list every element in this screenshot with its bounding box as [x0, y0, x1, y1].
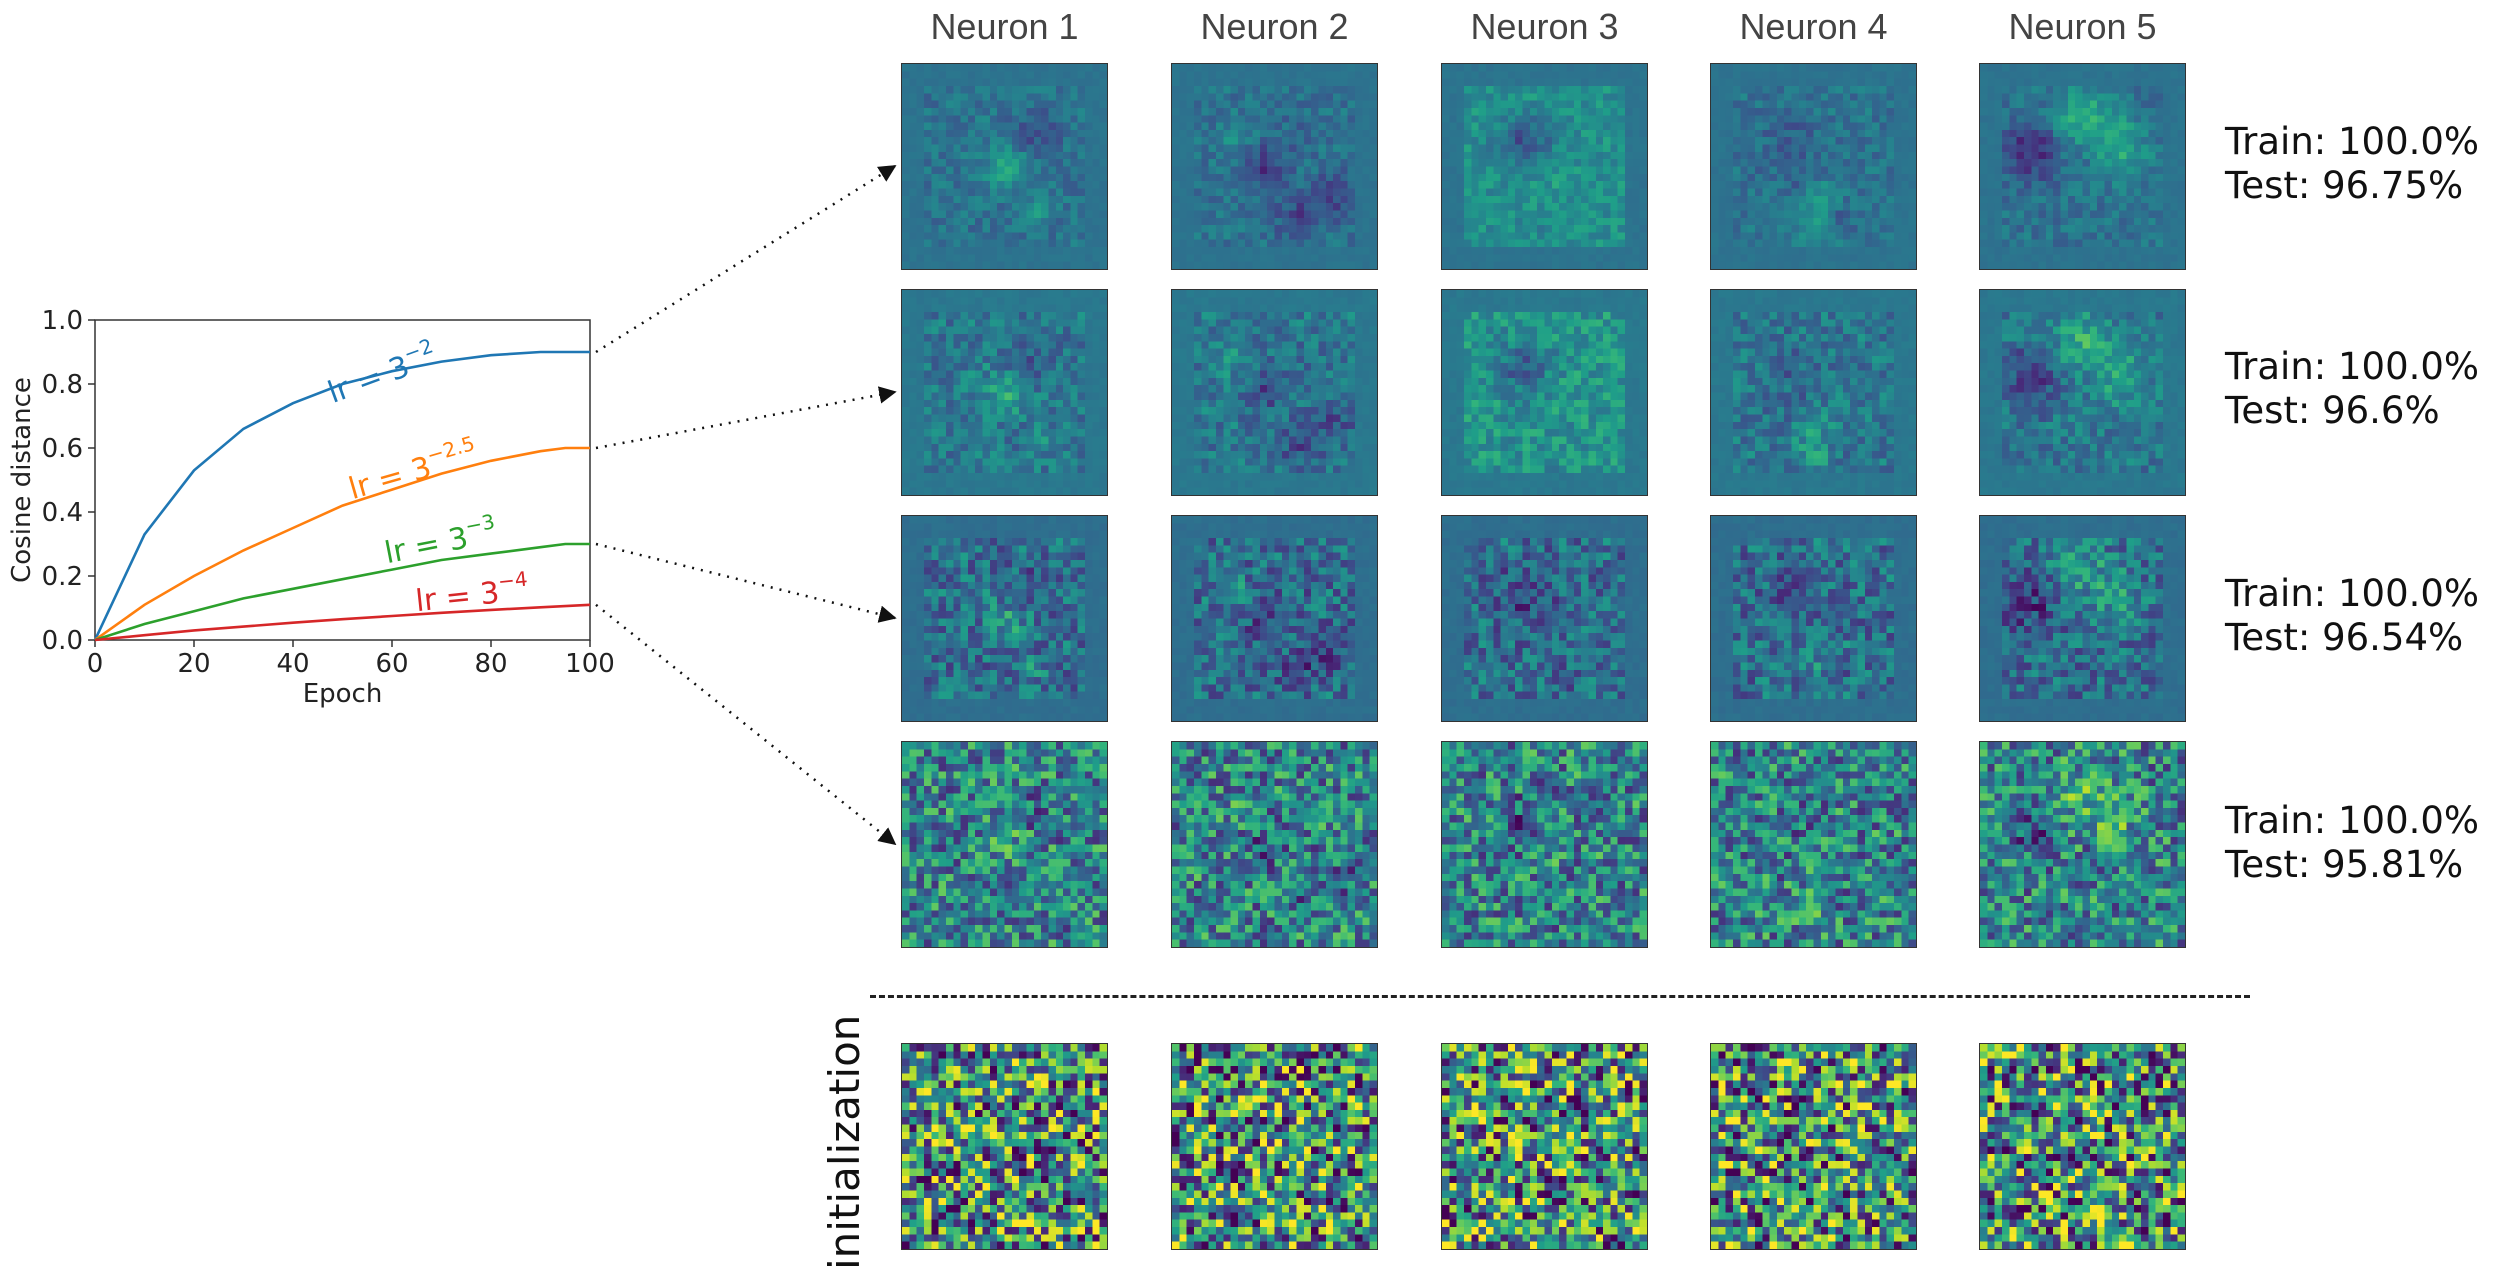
series-line	[94, 542, 590, 642]
neuron-heatmap	[1710, 741, 1917, 948]
neuron-2-title: Neuron 2	[1200, 6, 1349, 47]
train-accuracy: Train: 100.0%	[2225, 120, 2480, 163]
initialization-heatmap	[1979, 1043, 2186, 1250]
neuron-heatmap	[901, 63, 1108, 270]
test-accuracy: Test: 96.54%	[2225, 616, 2464, 659]
y-tick-label: 0.6	[42, 434, 83, 464]
neuron-heatmap	[1979, 289, 2186, 496]
initialization-heatmap	[1441, 1043, 1648, 1250]
series-label: lr = 3−2	[321, 333, 442, 410]
x-tick-label: 80	[474, 649, 507, 679]
neuron-heatmap	[1710, 289, 1917, 496]
neuron-3-title: Neuron 3	[1470, 6, 1619, 47]
test-accuracy: Test: 95.81%	[2225, 843, 2464, 886]
y-tick-label: 0.0	[42, 626, 83, 656]
series-line	[94, 446, 590, 642]
neuron-heatmap	[1441, 289, 1648, 496]
result-row-2: Train: 100.0% Test: 96.6%	[2225, 345, 2479, 433]
connector-arrow	[595, 542, 897, 623]
x-tick-label: 100	[565, 649, 615, 679]
neuron-heatmap	[1979, 741, 2186, 948]
result-row-1: Train: 100.0% Test: 96.75%	[2225, 120, 2479, 208]
series-lines: lr = 3−2lr = 3−2.5lr = 3−3lr = 3−4	[93, 333, 591, 642]
neuron-heatmap	[1710, 63, 1917, 270]
neuron-heatmap	[901, 289, 1108, 496]
x-tick-label: 0	[87, 649, 104, 679]
x-tick-label: 20	[177, 649, 210, 679]
series-label: lr = 3−4	[413, 567, 530, 620]
series-label: lr = 3−3	[381, 509, 500, 571]
x-tick-label: 60	[375, 649, 408, 679]
series-line	[93, 350, 590, 641]
neuron-heatmap	[1979, 63, 2186, 270]
section-divider	[870, 995, 2250, 998]
neuron-heatmap	[1441, 741, 1648, 948]
neuron-4-title: Neuron 4	[1739, 6, 1888, 47]
neuron-heatmap	[901, 515, 1108, 722]
neuron-heatmap	[1171, 515, 1378, 722]
result-row-4: Train: 100.0% Test: 95.81%	[2225, 799, 2479, 887]
y-axis-label: Cosine distance	[7, 377, 37, 583]
neuron-heatmap	[1979, 515, 2186, 722]
plot-frame	[94, 319, 591, 641]
neuron-heatmap	[1171, 63, 1378, 270]
axes: 0 20 40 60 80 100 0.0 0.2 0.4 0.6 0.8 1.0 Epoch Cosin…	[7, 306, 615, 709]
connector-arrows	[595, 164, 897, 846]
initialization-label: initialization	[820, 1014, 869, 1270]
initialization-heatmap	[901, 1043, 1108, 1250]
neuron-heatmap	[901, 741, 1108, 948]
y-tick-label: 0.4	[42, 498, 83, 528]
neuron-5-title: Neuron 5	[2008, 6, 2157, 47]
neuron-heatmap	[1441, 515, 1648, 722]
y-tick-label: 0.2	[42, 562, 83, 592]
x-tick-label: 40	[276, 649, 309, 679]
initialization-heatmap	[1171, 1043, 1378, 1250]
result-row-3: Train: 100.0% Test: 96.54%	[2225, 572, 2479, 660]
connector-arrow	[595, 164, 897, 354]
connector-arrow	[595, 603, 897, 846]
y-tick-label: 0.8	[42, 370, 83, 400]
train-accuracy: Train: 100.0%	[2225, 572, 2480, 615]
train-accuracy: Train: 100.0%	[2225, 345, 2480, 388]
connector-arrow	[595, 386, 897, 450]
y-tick-label: 1.0	[42, 306, 83, 336]
neuron-heatmap	[1441, 63, 1648, 270]
x-axis-label: Epoch	[303, 679, 383, 709]
test-accuracy: Test: 96.6%	[2225, 389, 2440, 432]
initialization-heatmap	[1710, 1043, 1917, 1250]
train-accuracy: Train: 100.0%	[2225, 799, 2480, 842]
series-line	[94, 603, 591, 642]
neuron-heatmap	[1171, 741, 1378, 948]
neuron-heatmap	[1710, 515, 1917, 722]
neuron-heatmap	[1171, 289, 1378, 496]
neuron-1-title: Neuron 1	[930, 6, 1079, 47]
test-accuracy: Test: 96.75%	[2225, 164, 2464, 207]
